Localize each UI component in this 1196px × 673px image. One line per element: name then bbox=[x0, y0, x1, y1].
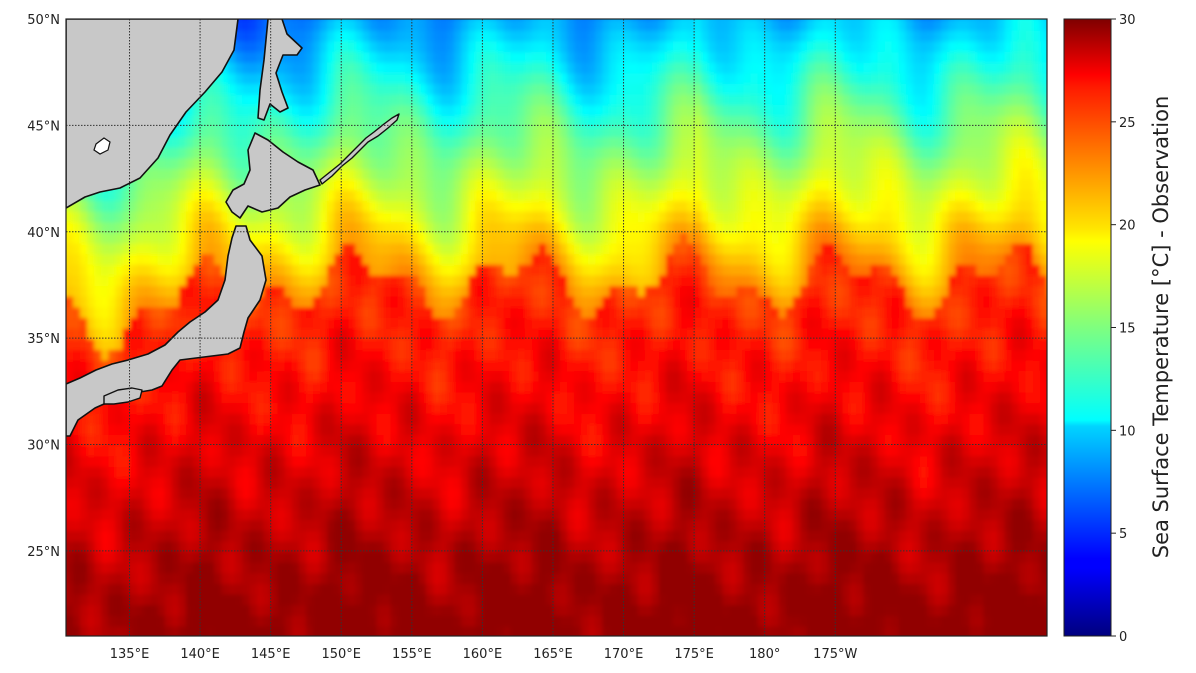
land-layer bbox=[66, 19, 400, 437]
lon-tick-label: 145°E bbox=[251, 647, 291, 662]
colorbar-tick-label: 30 bbox=[1119, 13, 1136, 28]
lat-tick-label: 35°N bbox=[27, 332, 60, 347]
sst-field bbox=[66, 19, 1047, 636]
colorbar-tick-label: 10 bbox=[1119, 424, 1136, 439]
lon-tick-label: 155°E bbox=[392, 647, 432, 662]
land-russia-manchuria bbox=[66, 19, 239, 209]
lat-tick-label: 50°N bbox=[27, 13, 60, 28]
colorbar-tick-label: 20 bbox=[1119, 219, 1136, 234]
lat-tick-labels: 50°N 45°N 40°N 35°N 30°N 25°N bbox=[27, 13, 60, 560]
lon-tick-label: 165°E bbox=[533, 647, 573, 662]
land-shikoku bbox=[103, 387, 143, 405]
land-lake-inland bbox=[93, 137, 111, 155]
lon-tick-label: 160°E bbox=[463, 647, 503, 662]
colorbar-tick-label: 15 bbox=[1119, 322, 1136, 337]
lon-tick-label: 170°E bbox=[604, 647, 644, 662]
land-kuril-islands bbox=[319, 113, 400, 185]
lat-tick-label: 30°N bbox=[27, 439, 60, 454]
lon-tick-label: 150°E bbox=[321, 647, 361, 662]
land-hokkaido bbox=[225, 132, 321, 219]
colorbar: 0 5 10 15 20 25 30 Sea Surface Temperature [°C… bbox=[1063, 13, 1173, 645]
lon-tick-label: 140°E bbox=[180, 647, 220, 662]
lon-tick-label: 175°E bbox=[674, 647, 714, 662]
land-sakhalin bbox=[257, 19, 303, 121]
colorbar-tick-label: 5 bbox=[1119, 527, 1127, 542]
lat-tick-label: 40°N bbox=[27, 226, 60, 241]
colorbar-gradient bbox=[1063, 18, 1112, 637]
map-panel: 50°N 45°N 40°N 35°N 30°N 25°N 135°E 140°E 145°E… bbox=[27, 13, 1048, 662]
lon-tick-labels: 135°E 140°E 145°E 150°E 155°E 160°E 165°E 170°E… bbox=[110, 647, 858, 662]
lon-tick-label: 180° bbox=[749, 647, 780, 662]
lat-tick-label: 25°N bbox=[27, 545, 60, 560]
map-frame bbox=[65, 18, 1048, 637]
colorbar-ticks: 0 5 10 15 20 25 30 bbox=[1111, 13, 1136, 645]
colorbar-label: Sea Surface Temperature [°C] - Observati… bbox=[1149, 96, 1173, 559]
lon-tick-label: 175°W bbox=[813, 647, 857, 662]
lon-tick-label: 135°E bbox=[110, 647, 150, 662]
colorbar-tick-label: 25 bbox=[1119, 116, 1136, 131]
lat-tick-label: 45°N bbox=[27, 119, 60, 134]
gridlines bbox=[66, 19, 1047, 636]
colorbar-tick-label: 0 bbox=[1119, 630, 1127, 645]
